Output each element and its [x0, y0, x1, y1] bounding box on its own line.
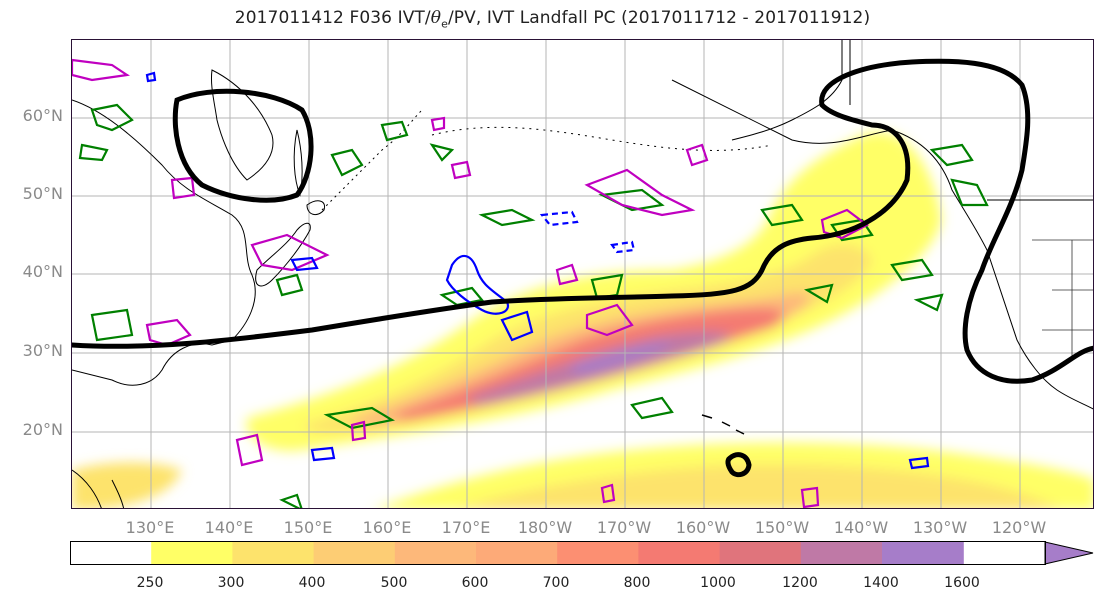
lat-label-40: 40°N	[22, 262, 63, 281]
colorbar-tick-1200: 1200	[782, 575, 818, 591]
lon-label-170w: 170°W	[596, 518, 652, 537]
kuril-arc	[321, 109, 423, 211]
pv-contours-magenta	[72, 58, 870, 508]
lon-label-180w: 180°W	[517, 518, 573, 537]
colorbar-tick-1600: 1600	[944, 575, 980, 591]
lon-label-150w: 150°W	[754, 518, 810, 537]
lon-label-130e: 130°E	[125, 518, 175, 537]
map-canvas	[72, 40, 1093, 508]
colorbar-tick-800: 800	[623, 575, 651, 591]
pv-contours-green	[78, 103, 989, 508]
colorbar-cells	[70, 541, 964, 565]
ivt-south-band	[72, 462, 182, 508]
hawaii	[701, 414, 745, 435]
alaska-inner	[731, 40, 843, 141]
contour-kamchatka	[172, 88, 314, 203]
lon-label-140e: 140°E	[204, 518, 254, 537]
ivt-band-1400	[570, 342, 672, 374]
title-suffix: /PV, IVT Landfall PC (2017011712 - 20170…	[447, 8, 871, 28]
colorbar-tick-1000: 1000	[700, 575, 736, 591]
colorbar-cell	[313, 541, 396, 565]
lon-label-140w: 140°W	[833, 518, 889, 537]
graticule	[72, 40, 1093, 508]
colorbar-tick-500: 500	[380, 575, 408, 591]
lat-label-30: 30°N	[22, 341, 63, 360]
theta-e-contours-blue	[145, 71, 930, 470]
colorbar-frame	[70, 541, 1046, 565]
colorbar-tick-600: 600	[461, 575, 489, 591]
colorbar-tick-700: 700	[542, 575, 570, 591]
philippines	[72, 469, 125, 508]
alaska-coast	[671, 79, 988, 251]
title-subscript: e	[441, 17, 448, 31]
na-westcoast	[986, 249, 1093, 410]
contour-main	[72, 58, 1093, 384]
colorbar-cell	[70, 541, 152, 565]
lat-label-20: 20°N	[22, 420, 63, 439]
lon-label-160e: 160°E	[362, 518, 412, 537]
colorbar-tick-250: 250	[136, 575, 164, 591]
ivt-pc-contours-black	[72, 58, 1093, 478]
hokkaido	[306, 200, 326, 216]
colorbar-cell	[800, 541, 883, 565]
colorbar-cell	[151, 541, 233, 565]
kamchatka	[211, 69, 274, 181]
us-states	[1032, 239, 1093, 360]
lon-label-170e: 170°E	[441, 518, 491, 537]
coastlines	[72, 40, 1093, 508]
lat-label-60: 60°N	[22, 106, 63, 125]
map-title: 2017011412 F036 IVT/θe/PV, IVT Landfall …	[0, 8, 1105, 30]
title-theta: θ	[430, 8, 442, 28]
map-panel[interactable]	[71, 39, 1094, 509]
colorbar-tick-1400: 1400	[863, 575, 899, 591]
lon-label-120w: 120°W	[991, 518, 1047, 537]
lon-label-160w: 160°W	[675, 518, 731, 537]
colorbar-cell	[232, 541, 315, 565]
colorbar-tick-400: 400	[298, 575, 326, 591]
colorbar-cell	[557, 541, 639, 565]
asia-coast	[72, 99, 256, 386]
colorbar-cell	[719, 541, 802, 565]
japan	[255, 222, 311, 287]
colorbar-extend-arrow	[1044, 541, 1094, 565]
colorbar	[70, 541, 1094, 565]
colorbar-tick-300: 300	[217, 575, 245, 591]
ivt-south-band-3	[458, 464, 1058, 508]
colorbar-cell	[882, 541, 964, 565]
colorbar-cell	[476, 541, 558, 565]
lat-label-50: 50°N	[22, 184, 63, 203]
colorbar-cell	[394, 541, 477, 565]
colorbar-cell	[638, 541, 721, 565]
title-prefix: 2017011412 F036 IVT/	[234, 8, 431, 28]
lon-label-150e: 150°E	[283, 518, 333, 537]
lon-label-130w: 130°W	[912, 518, 968, 537]
aleutian-arc	[431, 126, 773, 151]
contour-hawaii	[725, 452, 752, 478]
